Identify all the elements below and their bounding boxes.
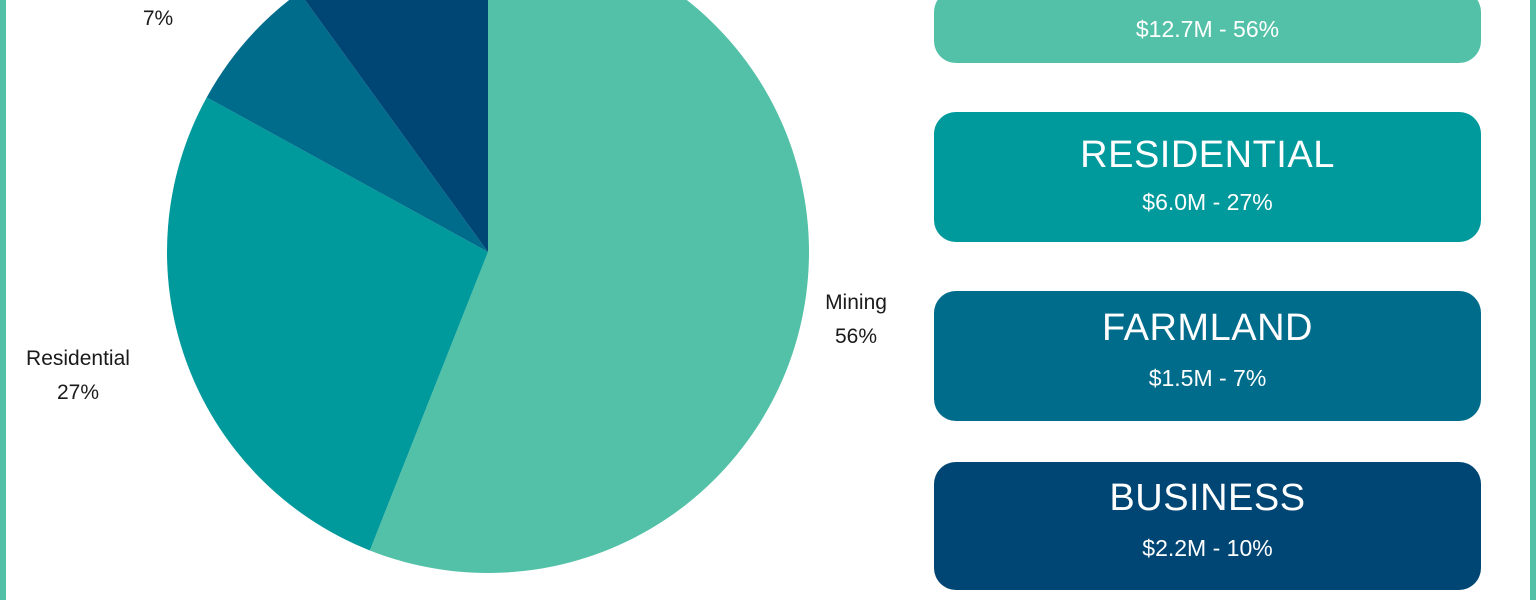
farmland-slice-label: 7% [136, 2, 180, 36]
residential-slice-label: Residential 27% [8, 342, 148, 410]
business-card-title: BUSINESS [1109, 477, 1306, 519]
frame-right-border [1530, 0, 1536, 600]
farmland-slice-percent: 7% [142, 7, 174, 30]
farmland-card-title: FARMLAND [1102, 307, 1313, 349]
residential-card-title: RESIDENTIAL [1080, 134, 1335, 176]
pie-slice-residential [167, 97, 489, 551]
frame-left-border [0, 0, 6, 600]
business-card-value: $2.2M - 10% [1142, 535, 1273, 561]
farmland-card-value: $1.5M - 7% [1148, 365, 1267, 391]
mining-slice-percent: 56% [834, 325, 878, 348]
mining-card: $12.7M - 56% [934, 0, 1481, 63]
mining-card-value: $12.7M - 56% [1135, 16, 1280, 42]
residential-slice-percent: 27% [56, 381, 100, 404]
pie-slice-business [304, 0, 488, 252]
pie-slice-mining [369, 0, 809, 573]
pie-chart [167, 0, 809, 573]
business-card: BUSINESS $2.2M - 10% [934, 462, 1481, 590]
residential-slice-name: Residential [26, 347, 130, 370]
mining-slice-label: Mining 56% [806, 286, 906, 354]
pie-slice-farmland [206, 0, 488, 252]
mining-slice-name: Mining [825, 291, 887, 314]
residential-card-value: $6.0M - 27% [1142, 189, 1273, 215]
farmland-card: FARMLAND $1.5M - 7% [934, 291, 1481, 421]
residential-card: RESIDENTIAL $6.0M - 27% [934, 112, 1481, 242]
